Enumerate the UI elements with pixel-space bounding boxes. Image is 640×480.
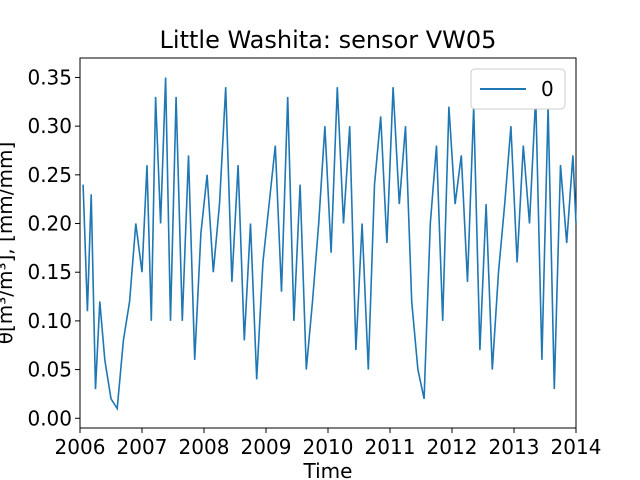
x-tick-label: 2007 [117, 435, 168, 459]
y-tick-label: 0.15 [27, 260, 72, 284]
series-line-0 [82, 77, 577, 411]
x-tick-label: 2006 [55, 435, 106, 459]
x-tick-label: 2012 [427, 435, 478, 459]
x-tick-label: 2010 [303, 435, 354, 459]
x-tick-label: 2013 [489, 435, 540, 459]
legend-label-0: 0 [541, 77, 554, 101]
x-tick-label: 2009 [241, 435, 292, 459]
y-tick-label: 0.20 [27, 212, 72, 236]
x-tick-label: 2008 [179, 435, 230, 459]
x-axis-label: Time [303, 459, 353, 480]
y-tick-label: 0.05 [27, 358, 72, 382]
y-tick-label: 0.30 [27, 114, 72, 138]
x-tick-label: 2011 [365, 435, 416, 459]
y-tick-label: 0.10 [27, 309, 72, 333]
plot-area [79, 57, 577, 429]
y-tick-label: 0.35 [27, 65, 72, 89]
y-tick-label: 0.25 [27, 163, 72, 187]
x-tick-label: 2014 [551, 435, 602, 459]
x-axis: 2006 2007 2008 2009 2010 2011 2012 2013 2014 [55, 428, 602, 459]
y-axis-label: θ[m³/m³], [mm/mm] [0, 142, 17, 345]
legend: 0 [470, 68, 566, 110]
y-tick-label: 0.00 [27, 406, 72, 430]
chart-title: Little Washita: sensor VW05 [160, 26, 497, 54]
y-axis: 0.00 0.05 0.10 0.15 0.20 0.25 0.30 0.35 [27, 65, 80, 430]
